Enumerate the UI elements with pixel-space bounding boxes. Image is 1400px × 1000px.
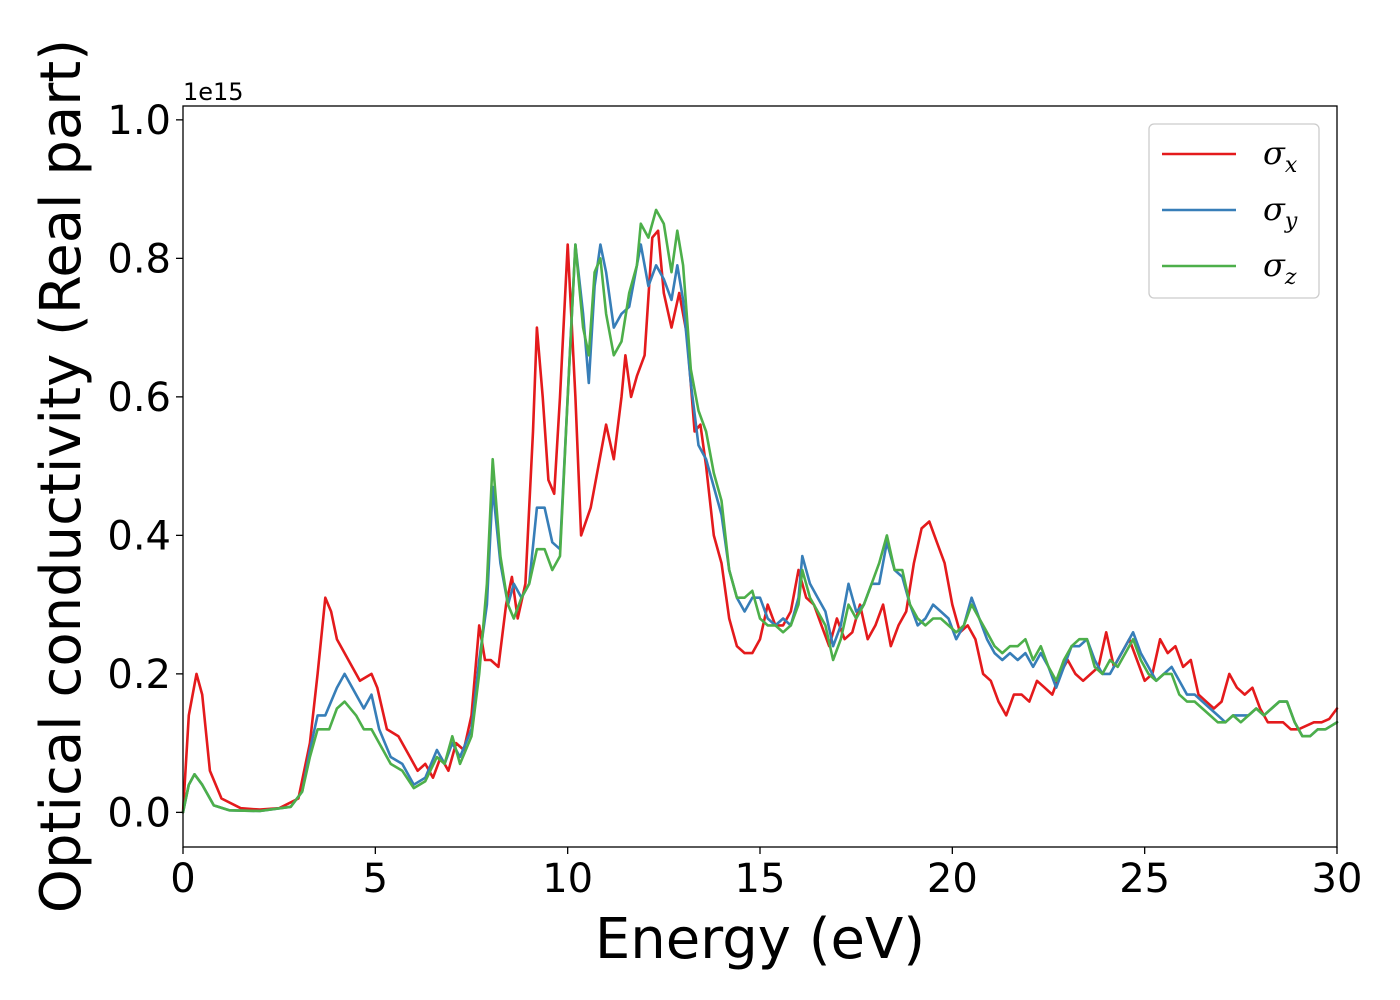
legend-label-z: σz <box>1263 246 1297 290</box>
x-tick-label: 30 <box>1312 856 1363 902</box>
y-tick-label: 0.0 <box>107 790 171 836</box>
y-axis-ticks: 0.0 0.2 0.4 0.6 0.8 1.0 <box>107 98 183 836</box>
series-layer <box>181 208 1339 814</box>
x-tick-label: 20 <box>927 856 978 902</box>
x-axis-ticks: 0 5 10 15 20 25 30 <box>170 847 1362 902</box>
x-tick-label: 0 <box>170 856 195 902</box>
x-tick-label: 10 <box>542 856 593 902</box>
series-line-z <box>181 208 1339 814</box>
x-tick-label: 25 <box>1119 856 1170 902</box>
legend-items: σx σy σz <box>1162 134 1298 290</box>
y-tick-label: 0.2 <box>107 652 171 698</box>
legend-label-y: σy <box>1263 190 1298 234</box>
legend-label-x: σx <box>1263 134 1298 178</box>
x-axis-label: Energy (eV) <box>595 907 925 972</box>
y-offset-label: 1e15 <box>183 78 244 106</box>
y-tick-label: 1.0 <box>107 98 171 144</box>
x-tick-label: 15 <box>735 856 786 902</box>
y-tick-label: 0.4 <box>107 513 171 559</box>
y-tick-label: 0.6 <box>107 375 171 421</box>
legend: σx σy σz <box>1148 123 1320 299</box>
y-tick-label: 0.8 <box>107 236 171 282</box>
x-tick-label: 5 <box>363 856 388 902</box>
y-axis-label: Optical conductivity (Real part) <box>29 39 94 913</box>
